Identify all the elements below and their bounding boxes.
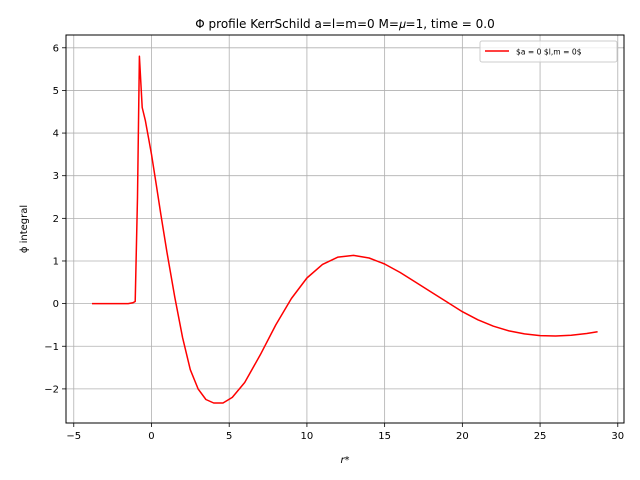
- y-tick-label: 2: [53, 214, 59, 225]
- axis-ticks: −5 0 5 10 15 20 25 30 −2 −1 0 1 2 3 4 5 6: [44, 43, 624, 442]
- y-tick-label: 0: [53, 299, 59, 310]
- y-tick-label: 4: [53, 129, 59, 140]
- x-tick-label: 0: [148, 431, 154, 442]
- chart-title: Φ profile KerrSchild a=l=m=0 M=𝜇=1, time…: [195, 17, 494, 31]
- y-tick-label: 3: [53, 171, 59, 182]
- legend-label: $a = 0 $l,m = 0$: [516, 48, 582, 57]
- x-tick-label: 15: [378, 431, 391, 442]
- legend: $a = 0 $l,m = 0$: [479, 40, 618, 63]
- x-tick-label: −5: [66, 431, 81, 442]
- grid-lines: [66, 35, 624, 423]
- x-tick-label: 10: [301, 431, 314, 442]
- legend-box: [479, 40, 618, 63]
- x-axis-label: r*: [340, 455, 349, 466]
- y-tick-label: −2: [44, 384, 59, 395]
- plot-area-frame: [65, 34, 625, 424]
- series-layer: [92, 55, 598, 404]
- y-tick-label: 1: [53, 256, 59, 267]
- x-tick-label: 30: [611, 431, 624, 442]
- series-line-0: [92, 55, 598, 404]
- y-axis-label: ϕ integral: [19, 205, 30, 253]
- y-tick-label: 6: [53, 43, 59, 54]
- x-tick-label: 20: [456, 431, 469, 442]
- x-tick-label: 25: [534, 431, 547, 442]
- y-tick-label: −1: [44, 342, 59, 353]
- x-tick-label: 5: [226, 431, 232, 442]
- y-tick-label: 5: [53, 86, 59, 97]
